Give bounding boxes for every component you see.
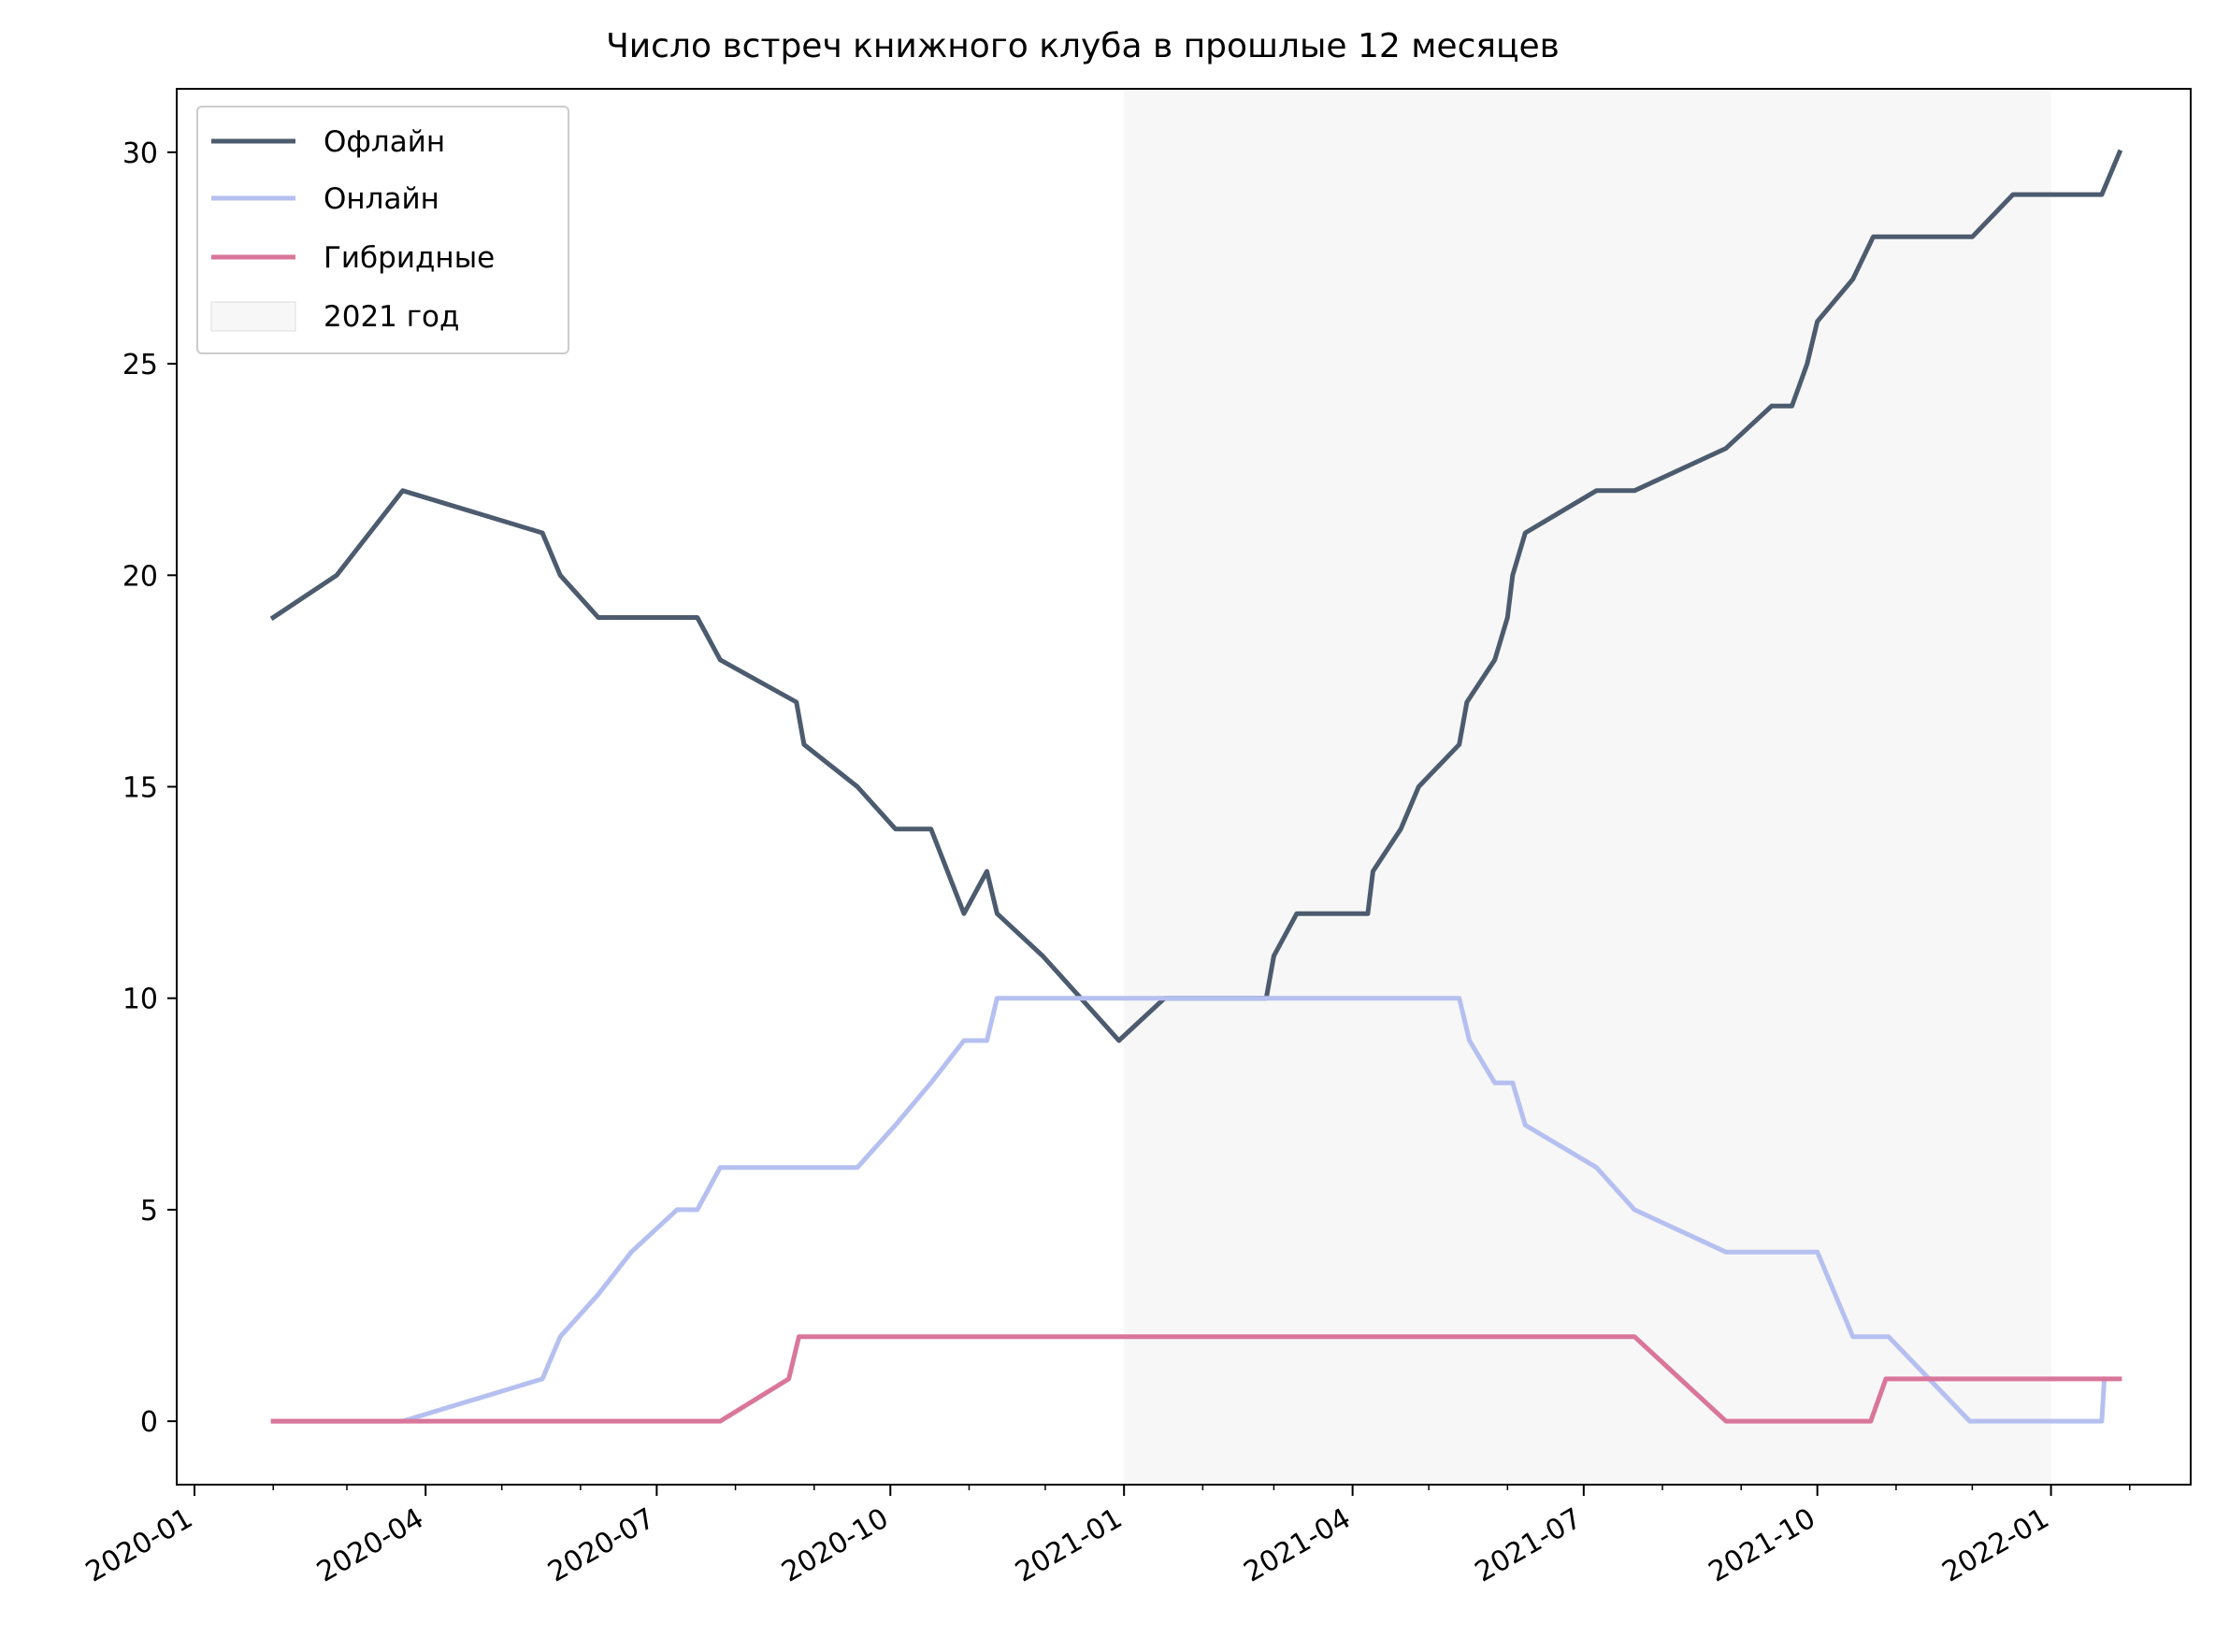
chart-title: Число встреч книжного клуба в прошлые 12… — [606, 27, 1560, 65]
series-layer — [269, 149, 2123, 1424]
series-line-hybrid — [270, 1334, 2122, 1424]
legend: Офлайн Онлайн Гибридные 2021 год — [196, 106, 569, 354]
y-tick-label-0: 0 — [140, 1406, 158, 1439]
legend-label-offline: Офлайн — [324, 125, 445, 159]
y-tick-label-5: 5 — [140, 1195, 158, 1228]
series-line-offline — [269, 149, 2123, 1043]
legend-label-online: Онлайн — [324, 182, 439, 216]
legend-label-2021-region: 2021 год — [324, 300, 459, 334]
shaded-region-layer — [1124, 89, 2051, 1485]
y-tick-label-10: 10 — [122, 984, 158, 1016]
shaded-region-2021 — [1124, 89, 2051, 1485]
y-tick-label-30: 30 — [122, 137, 158, 170]
y-tick-label-15: 15 — [122, 772, 158, 805]
y-axis: 0 5 10 15 20 25 30 — [122, 137, 177, 1439]
y-tick-label-25: 25 — [122, 349, 158, 381]
y-tick-label-20: 20 — [122, 560, 158, 593]
legend-swatch-2021-region — [210, 301, 296, 332]
series-line-online — [270, 996, 2107, 1424]
legend-label-hybrid: Гибридные — [324, 241, 495, 275]
legend-box — [196, 106, 569, 354]
